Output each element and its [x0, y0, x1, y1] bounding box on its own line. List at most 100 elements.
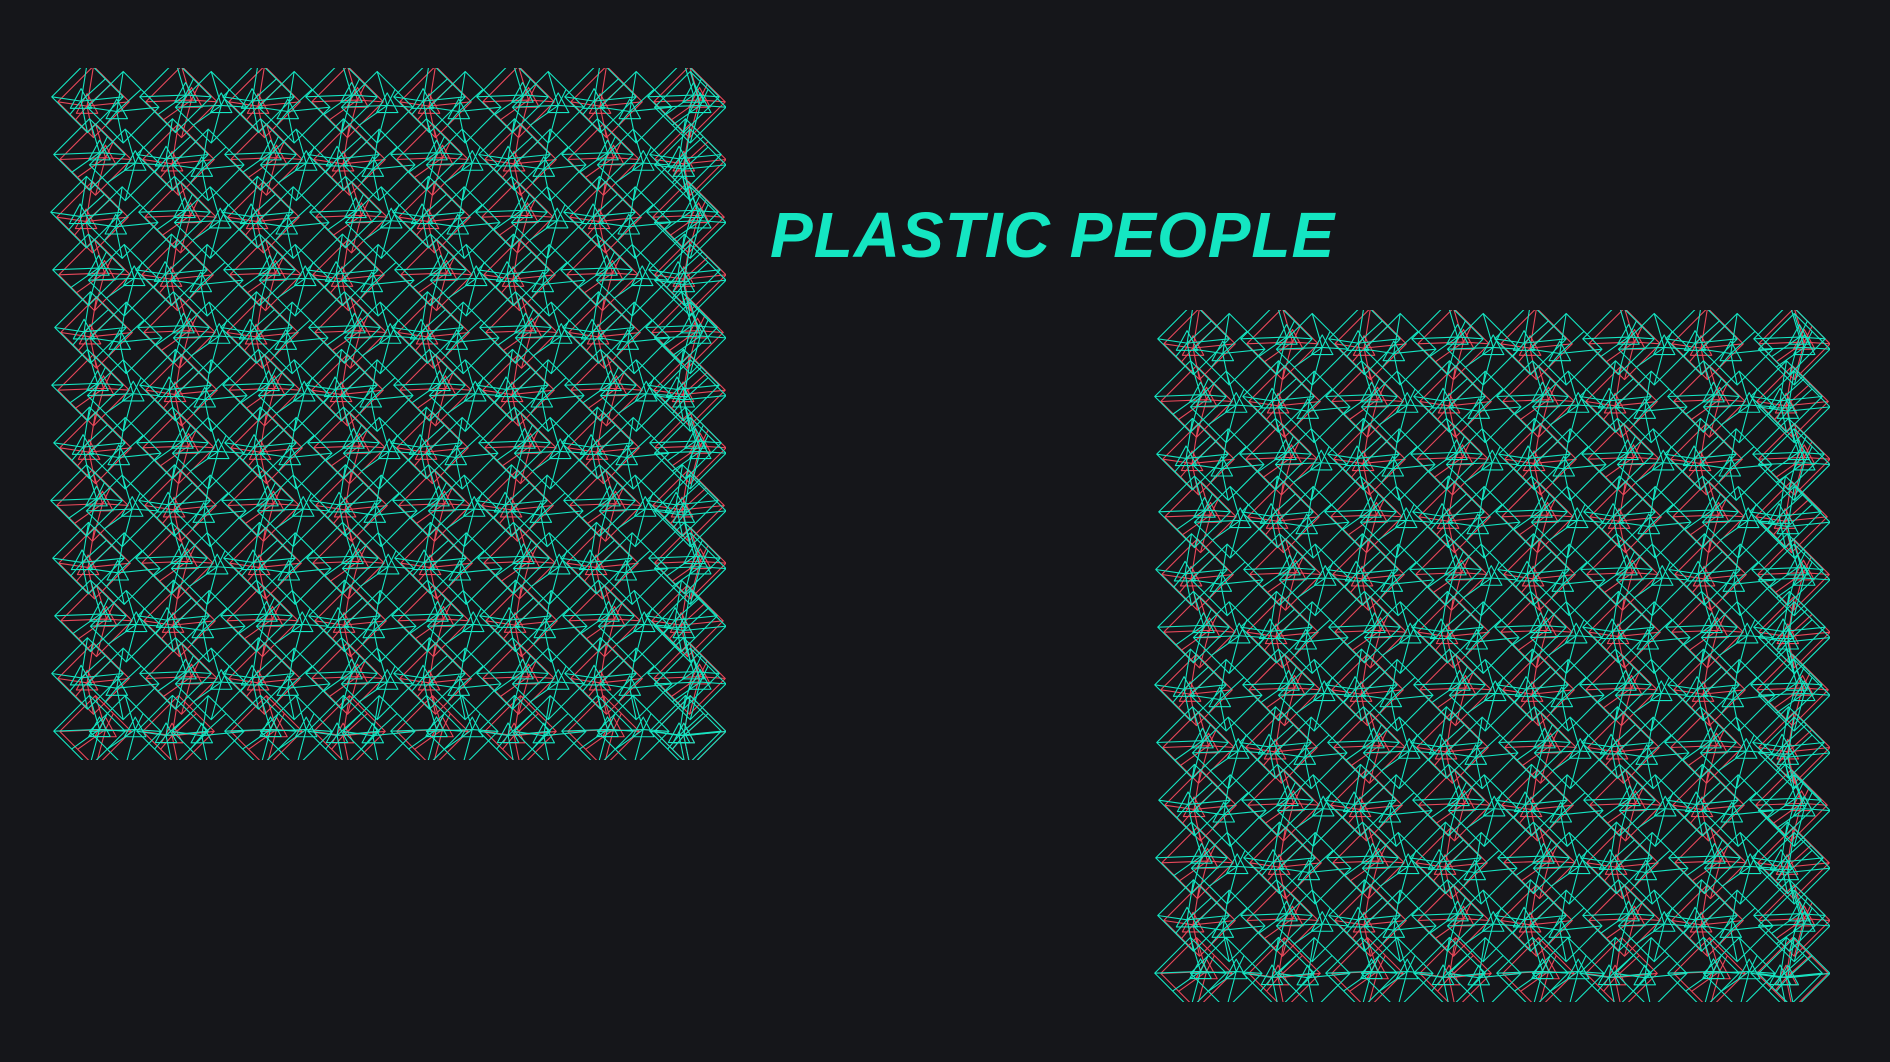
wireframe-tile [1324, 763, 1397, 837]
wireframe-tile [1615, 831, 1689, 905]
wireframe-tile [478, 694, 551, 760]
wireframe-tile [596, 695, 670, 760]
wireframe-tile [1326, 533, 1399, 606]
wireframe-tile [653, 359, 726, 432]
wireframe-tile [340, 70, 414, 144]
wireframe-tile [1276, 485, 1350, 559]
wireframe-tile [393, 68, 466, 134]
wireframe-tile [1530, 774, 1604, 847]
wireframe-tile [1757, 716, 1830, 790]
wireframe-tile [1757, 428, 1830, 501]
wireframe-tile [390, 406, 463, 480]
wireframe-tile [1617, 601, 1691, 674]
wireframe-tile [343, 589, 417, 663]
wireframe-tile [170, 243, 244, 317]
wireframe-tile [1617, 889, 1691, 963]
wireframe-tile [428, 70, 502, 144]
wireframe-tile [1665, 879, 1738, 952]
wireframe-tile [259, 416, 333, 490]
wireframe-tile [425, 695, 499, 760]
wireframe-tile [391, 291, 464, 364]
wireframe-tile [396, 411, 469, 485]
wireframe-tile [428, 359, 502, 432]
wireframe-tile [1192, 312, 1266, 386]
wireframe-tile [648, 233, 721, 307]
wireframe-tile [1533, 716, 1607, 790]
wireframe-tile [53, 118, 126, 191]
wireframe-tile [1700, 312, 1774, 386]
wireframe-tile [1360, 658, 1434, 732]
wireframe-tile [50, 464, 123, 537]
wireframe-tile [1446, 601, 1520, 674]
wireframe-tile [393, 637, 466, 710]
wireframe-tile [51, 68, 124, 134]
wireframe-tile [135, 233, 208, 307]
wireframe-tile [393, 348, 466, 422]
wireframe-tile [1154, 648, 1227, 722]
wireframe-tile [88, 128, 162, 202]
wireframe-tile [1363, 889, 1437, 963]
wireframe-tile [1614, 937, 1688, 1002]
wireframe-tile [653, 243, 726, 317]
wireframe-tile [1158, 763, 1231, 837]
wireframe-tile [256, 474, 330, 548]
wireframe-tile [653, 301, 726, 375]
wireframe-tile [87, 532, 161, 605]
wireframe-tile [53, 694, 126, 760]
wireframe-tile [1363, 601, 1437, 674]
wireframe-tile [171, 128, 245, 202]
wireframe-pattern-left [50, 68, 726, 760]
wireframe-tile [1444, 831, 1518, 905]
wireframe-tile [172, 589, 246, 663]
wireframe-tile [513, 416, 587, 490]
wireframe-tile [53, 406, 126, 480]
wireframe-tile [1757, 312, 1830, 386]
wireframe-tile [596, 416, 670, 490]
wireframe-tile [1240, 590, 1313, 664]
wireframe-tile [1191, 428, 1265, 501]
wireframe-tile [1617, 312, 1691, 386]
wireframe-tile [563, 175, 636, 249]
wireframe-tile [1275, 601, 1349, 674]
wireframe-tile [649, 406, 722, 480]
wireframe-tile [174, 359, 248, 432]
wireframe-tile [513, 128, 587, 202]
wireframe-tile [54, 291, 127, 364]
wireframe-tile [599, 70, 673, 144]
wireframe-tile [1362, 716, 1436, 790]
wireframe-tile [1363, 312, 1437, 386]
wireframe-tile [1446, 889, 1520, 963]
wireframe-tile [259, 128, 333, 202]
wireframe-tile [429, 243, 503, 317]
wireframe-tile [561, 406, 634, 480]
wireframe-tile [653, 647, 726, 721]
wireframe-tile [1328, 879, 1401, 952]
wireframe-tile [224, 118, 297, 191]
wireframe-tile [1583, 475, 1656, 549]
wireframe-tile [1530, 485, 1604, 559]
wireframe-tile [511, 647, 585, 721]
wireframe-tile [1753, 310, 1826, 376]
wireframe-tile [309, 464, 382, 537]
wireframe-tile [1757, 485, 1830, 559]
wireframe-tile [50, 175, 123, 249]
wireframe-tile [1666, 763, 1739, 837]
wireframe-tile [512, 243, 586, 317]
wireframe-tile [428, 647, 502, 721]
wireframe-tile [1757, 774, 1830, 847]
wireframe-tile [1193, 774, 1267, 847]
wireframe-tile [564, 637, 637, 710]
wireframe-tile [173, 474, 247, 548]
wireframe-tile [426, 301, 500, 375]
wireframe-tile [394, 233, 467, 307]
wireframe-tile [344, 186, 418, 259]
wireframe-tile [1614, 370, 1688, 444]
wireframe-tile [1702, 658, 1776, 732]
wireframe-tile [1361, 543, 1435, 617]
wireframe-tile [220, 291, 293, 364]
wireframe-tile [1158, 475, 1231, 549]
wireframe-tile [1447, 774, 1521, 847]
wireframe-tile [1667, 648, 1740, 722]
wireframe-tile [1749, 475, 1822, 549]
